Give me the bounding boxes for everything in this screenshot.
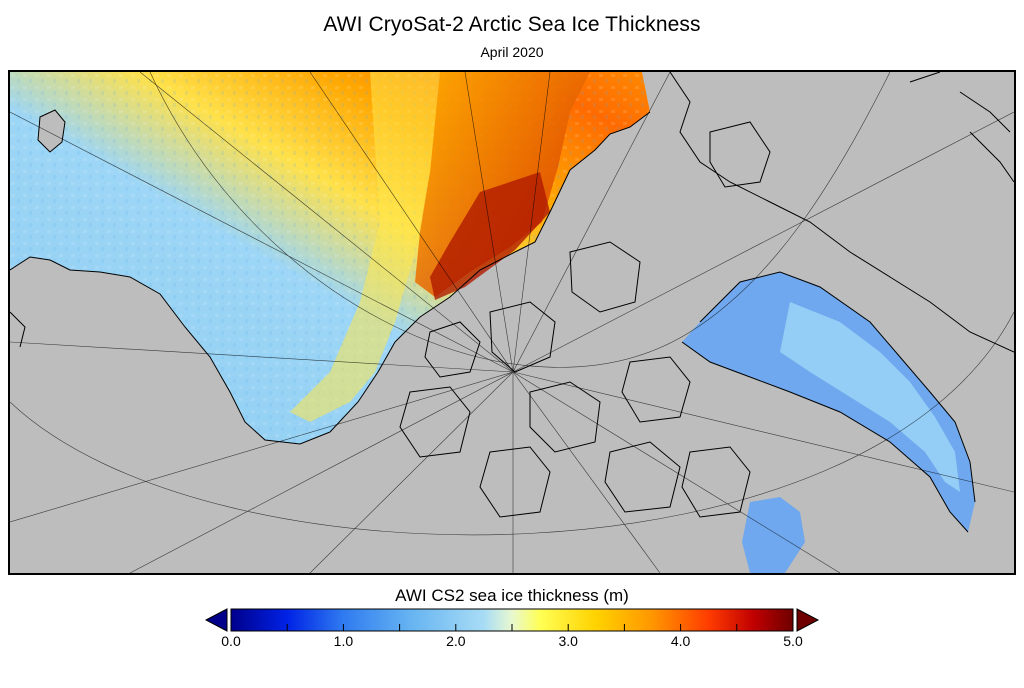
colorbar-tick-label: 2.0 — [446, 633, 466, 649]
colorbar-tick-label: 0.0 — [221, 633, 241, 649]
colorbar: 0.0 1.0 2.0 3.0 4.0 5.0 — [204, 607, 825, 667]
colorbar-tick-label: 3.0 — [558, 633, 578, 649]
coastlines — [10, 72, 1014, 533]
map-title: AWI CryoSat-2 Arctic Sea Ice Thickness — [323, 13, 701, 36]
colorbar-extend-high — [796, 608, 820, 632]
ice-hudson-patch — [742, 497, 805, 573]
colorbar-tick-label: 1.0 — [333, 633, 354, 649]
colorbar-title: AWI CS2 sea ice thickness (m) — [395, 586, 629, 605]
colorbar-tick-label: 4.0 — [670, 633, 691, 649]
colorbar-graphic — [204, 608, 820, 632]
graticule — [10, 72, 1014, 573]
sea-ice-thickness-map — [8, 70, 1016, 575]
ice-baffin-region — [682, 272, 975, 532]
ice-yellow-fringe — [290, 72, 440, 422]
map-subtitle: April 2020 — [480, 44, 544, 60]
island-nw — [37, 109, 66, 153]
colorbar-tick-label: 5.0 — [783, 633, 803, 649]
ice-baffin-light — [780, 302, 960, 492]
ice-thickest-patch — [430, 172, 550, 300]
land-alaska — [10, 257, 340, 573]
colorbar-ticks — [230, 624, 794, 631]
colorbar-extend-low — [204, 608, 228, 632]
